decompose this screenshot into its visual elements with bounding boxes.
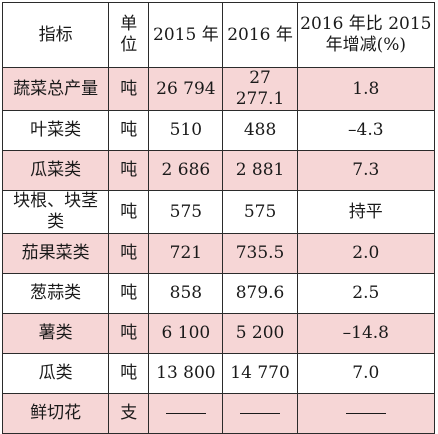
cell-unit: 吨 bbox=[108, 110, 150, 151]
cell-y2016: 27 277.1 bbox=[222, 67, 298, 111]
cell-unit: 吨 bbox=[108, 150, 150, 191]
cell-unit: 吨 bbox=[108, 353, 150, 394]
empty-dash bbox=[240, 413, 281, 414]
cell-unit: 吨 bbox=[108, 233, 150, 274]
cell-indicator: 块根、块茎类 bbox=[1, 190, 110, 234]
cell-y2015: 2 686 bbox=[148, 150, 224, 191]
cell-change: 1.8 bbox=[296, 67, 436, 111]
table-row: 瓜类吨 13 800 14 770 7.0 bbox=[1, 353, 436, 394]
cell-y2015: 510 bbox=[148, 110, 224, 151]
table-row: 薯类吨 6 100 5 200 –14.8 bbox=[1, 313, 436, 354]
table-row: 葱蒜类吨 858 879.6 2.5 bbox=[1, 273, 436, 314]
cell-y2015: 13 800 bbox=[148, 353, 224, 394]
cell-y2016: 2 881 bbox=[222, 150, 298, 191]
cell-change: 7.3 bbox=[296, 150, 436, 191]
cell-y2016: 879.6 bbox=[222, 273, 298, 314]
cell-y2016: 5 200 bbox=[222, 313, 298, 354]
cell-y2016: 735.5 bbox=[222, 233, 298, 274]
cell-y2015 bbox=[148, 393, 224, 434]
cell-change bbox=[296, 393, 436, 434]
cell-y2015: 26 794 bbox=[148, 67, 224, 111]
cell-y2015: 858 bbox=[148, 273, 224, 314]
table-row: 块根、块茎类吨 575 575 持平 bbox=[1, 190, 436, 234]
cell-indicator: 薯类 bbox=[1, 313, 110, 354]
cell-y2016 bbox=[222, 393, 298, 434]
cell-indicator: 茄果菜类 bbox=[1, 233, 110, 274]
table-row: 鲜切花支 bbox=[1, 393, 436, 434]
header-2015: 2015 年 bbox=[148, 2, 224, 68]
cell-change: –4.3 bbox=[296, 110, 436, 151]
cell-indicator: 葱蒜类 bbox=[1, 273, 110, 314]
header-change-line2: 年增减(%) bbox=[325, 35, 407, 55]
cell-y2016: 575 bbox=[222, 190, 298, 234]
header-indicator: 指标 bbox=[1, 2, 110, 68]
header-2016: 2016 年 bbox=[222, 2, 298, 68]
empty-dash bbox=[345, 413, 386, 414]
table-row: 茄果菜类吨 721 735.5 2.0 bbox=[1, 233, 436, 274]
cell-unit: 吨 bbox=[108, 67, 150, 111]
table-body: 蔬菜总产量吨 26 794 27 277.1 1.8 叶菜类吨 510 488 –4.3 瓜菜类… bbox=[1, 67, 436, 434]
cell-indicator: 蔬菜总产量 bbox=[1, 67, 110, 111]
cell-change: 持平 bbox=[296, 190, 436, 234]
cell-y2015: 721 bbox=[148, 233, 224, 274]
cell-indicator: 叶菜类 bbox=[1, 110, 110, 151]
cell-indicator: 鲜切花 bbox=[1, 393, 110, 434]
cell-indicator: 瓜菜类 bbox=[1, 150, 110, 191]
header-unit: 单 位 bbox=[108, 2, 150, 68]
header-change-line1: 2016 年比 2015 bbox=[300, 14, 432, 34]
cell-change: 7.0 bbox=[296, 353, 436, 394]
header-unit-line1: 单 bbox=[120, 14, 138, 34]
header-change: 2016 年比 2015 年增减(%) bbox=[296, 2, 436, 68]
table-row: 蔬菜总产量吨 26 794 27 277.1 1.8 bbox=[1, 67, 436, 111]
cell-change: –14.8 bbox=[296, 313, 436, 354]
cell-change: 2.5 bbox=[296, 273, 436, 314]
cell-y2015: 575 bbox=[148, 190, 224, 234]
cell-unit: 支 bbox=[108, 393, 150, 434]
cell-change: 2.0 bbox=[296, 233, 436, 274]
header-unit-line2: 位 bbox=[120, 35, 138, 55]
cell-y2016: 14 770 bbox=[222, 353, 298, 394]
cell-y2016: 488 bbox=[222, 110, 298, 151]
empty-dash bbox=[165, 413, 206, 414]
cell-unit: 吨 bbox=[108, 313, 150, 354]
cell-y2015: 6 100 bbox=[148, 313, 224, 354]
table-row: 瓜菜类吨 2 686 2 881 7.3 bbox=[1, 150, 436, 191]
cell-unit: 吨 bbox=[108, 273, 150, 314]
cell-unit: 吨 bbox=[108, 190, 150, 234]
header-row: 指标 单 位 2015 年 2016 年 2016 年比 2015 年增减(%) bbox=[1, 2, 436, 68]
table-row: 叶菜类吨 510 488 –4.3 bbox=[1, 110, 436, 151]
cell-indicator: 瓜类 bbox=[1, 353, 110, 394]
